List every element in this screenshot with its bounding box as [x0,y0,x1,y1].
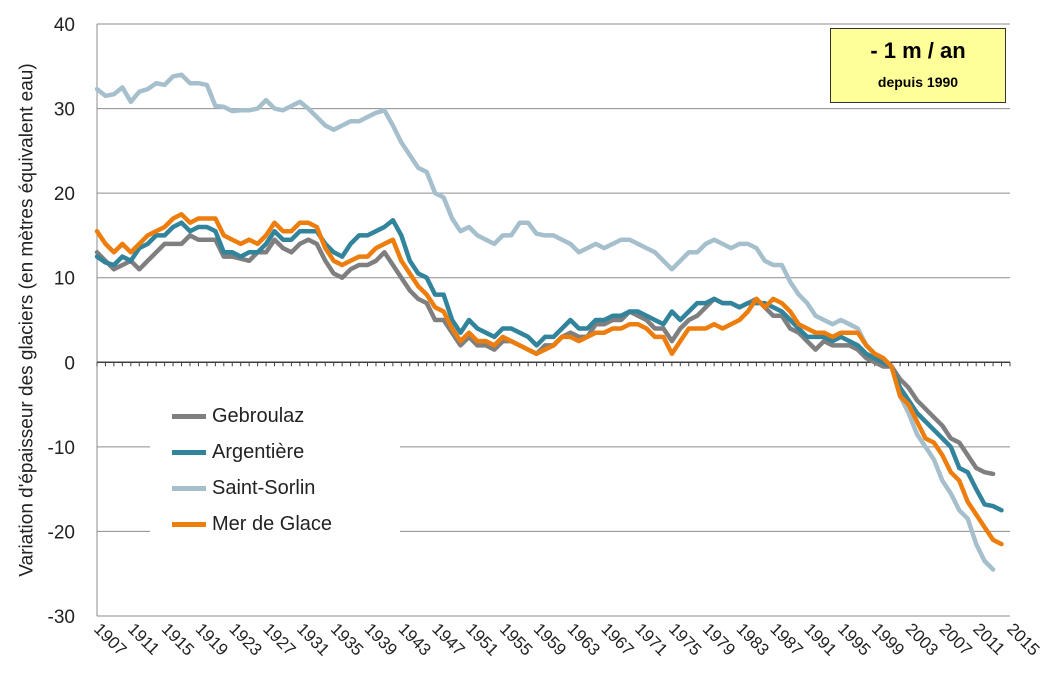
x-tick-label: 1943 [395,619,435,659]
x-tick-label: 1975 [665,619,705,659]
x-tick-label: 1927 [259,619,299,659]
x-tick-label: 1987 [766,619,806,659]
x-tick-label: 1967 [597,619,637,659]
y-axis-tick-labels: 40 30 20 10 0 -10 -20 -30 [48,15,75,628]
x-tick-label: 1923 [225,619,265,659]
x-tick-label: 1979 [699,619,739,659]
x-tick-label: 1971 [631,619,671,659]
legend-swatch-gebroulaz [172,413,206,419]
y-tick-label: 30 [54,100,75,121]
legend-swatch-argentiere [172,449,206,455]
x-tick-label: 1959 [530,619,570,659]
x-axis-tick-labels: 1907191119151919192319271931193519391943… [90,619,1040,659]
y-tick-label: 0 [64,353,75,374]
axes [96,24,1011,616]
x-tick-label: 1915 [158,619,198,659]
x-tick-label: 2011 [969,619,1008,658]
legend: Gebroulaz Argentière Saint-Sorlin Mer de… [150,400,400,550]
y-tick-label: -20 [48,522,75,543]
legend-swatch-mer-de-glace [172,521,206,527]
x-tick-label: 1955 [496,619,536,659]
x-tick-label: 1947 [428,619,468,659]
x-tick-label: 2007 [936,619,976,659]
x-tick-label: 1995 [834,619,874,659]
series-lines [94,72,1004,572]
y-tick-label: 10 [54,269,75,290]
x-tick-label: 1951 [462,619,502,659]
series-line-argenti-re [94,217,1004,513]
annotation-sub: depuis 1990 [877,74,959,90]
x-tick-label: 1983 [733,619,773,659]
annotation-main: - 1 m / an [870,38,966,63]
x-tick-label: 1935 [327,619,367,659]
y-tick-label: 40 [54,15,75,36]
x-tick-label: 1911 [124,619,163,658]
x-tick-label: 1907 [90,619,130,659]
legend-swatch-saint-sorlin [172,485,206,491]
legend-item-saint-sorlin: Saint-Sorlin [172,476,315,500]
series-line-mer-de-glace [94,212,1004,547]
series-line-saint-sorlin [94,72,996,572]
y-axis-label: Variation d'épaisseur des glaciers (en m… [17,63,39,577]
legend-label-argentiere: Argentière [212,440,305,463]
y-axis-label-wrap: Variation d'épaisseur des glaciers (en m… [8,20,48,620]
x-tick-label: 1963 [564,619,604,659]
x-tick-label: 1939 [361,619,401,659]
legend-label-mer-de-glace: Mer de Glace [212,512,333,535]
legend-item-mer-de-glace: Mer de Glace [172,512,332,536]
x-tick-label: 2003 [902,619,942,659]
x-tick-label: 1919 [192,619,232,659]
annotation-box: - 1 m / an depuis 1990 [830,28,1006,103]
y-tick-label: -30 [48,607,75,628]
x-tick-label: 1931 [293,619,333,659]
x-tick-label: 2015 [1003,619,1040,659]
legend-item-argentiere: Argentière [172,440,304,464]
y-tick-label: -10 [48,438,75,459]
x-tick-label: 1991 [800,619,840,659]
x-tick-label: 1999 [868,619,908,659]
legend-label-gebroulaz: Gebroulaz [212,404,305,427]
legend-label-saint-sorlin: Saint-Sorlin [212,476,316,499]
legend-item-gebroulaz: Gebroulaz [172,404,304,428]
y-tick-label: 20 [54,184,75,205]
